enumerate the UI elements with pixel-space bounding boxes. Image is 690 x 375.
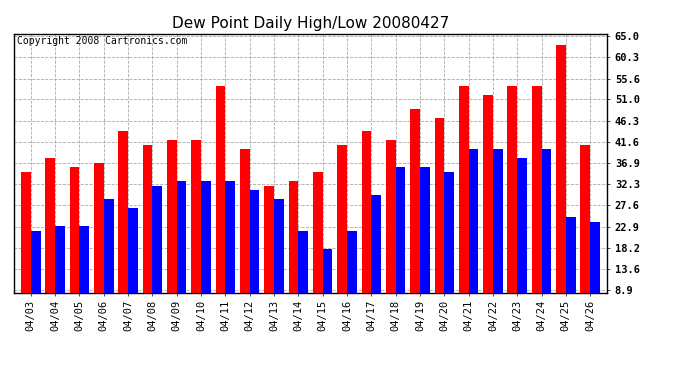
Bar bbox=[288, 181, 298, 331]
Bar bbox=[46, 158, 55, 331]
Bar bbox=[566, 217, 575, 331]
Bar bbox=[420, 167, 430, 331]
Bar bbox=[556, 45, 566, 331]
Bar bbox=[507, 86, 518, 331]
Bar bbox=[337, 145, 347, 331]
Bar bbox=[469, 149, 478, 331]
Bar bbox=[580, 145, 590, 331]
Title: Dew Point Daily High/Low 20080427: Dew Point Daily High/Low 20080427 bbox=[172, 16, 449, 31]
Bar bbox=[395, 167, 405, 331]
Bar bbox=[386, 140, 395, 331]
Bar bbox=[177, 181, 186, 331]
Bar bbox=[21, 172, 31, 331]
Bar bbox=[119, 131, 128, 331]
Bar bbox=[493, 149, 502, 331]
Bar bbox=[264, 186, 274, 331]
Bar bbox=[226, 181, 235, 331]
Bar bbox=[323, 249, 333, 331]
Bar bbox=[216, 86, 226, 331]
Bar bbox=[435, 118, 444, 331]
Bar bbox=[167, 140, 177, 331]
Bar bbox=[542, 149, 551, 331]
Bar bbox=[313, 172, 323, 331]
Bar bbox=[274, 199, 284, 331]
Bar bbox=[191, 140, 201, 331]
Bar bbox=[70, 167, 79, 331]
Bar bbox=[347, 231, 357, 331]
Bar bbox=[483, 95, 493, 331]
Text: Copyright 2008 Cartronics.com: Copyright 2008 Cartronics.com bbox=[17, 36, 187, 46]
Bar bbox=[143, 145, 152, 331]
Bar bbox=[250, 190, 259, 331]
Bar bbox=[459, 86, 469, 331]
Bar bbox=[152, 186, 162, 331]
Bar bbox=[128, 208, 138, 331]
Bar bbox=[362, 131, 371, 331]
Bar bbox=[240, 149, 250, 331]
Bar bbox=[31, 231, 41, 331]
Bar bbox=[371, 195, 381, 331]
Bar bbox=[444, 172, 454, 331]
Bar bbox=[590, 222, 600, 331]
Bar bbox=[532, 86, 542, 331]
Bar bbox=[55, 226, 65, 331]
Bar bbox=[201, 181, 210, 331]
Bar bbox=[79, 226, 89, 331]
Bar bbox=[518, 158, 527, 331]
Bar bbox=[104, 199, 114, 331]
Bar bbox=[298, 231, 308, 331]
Bar bbox=[94, 163, 104, 331]
Bar bbox=[411, 108, 420, 331]
